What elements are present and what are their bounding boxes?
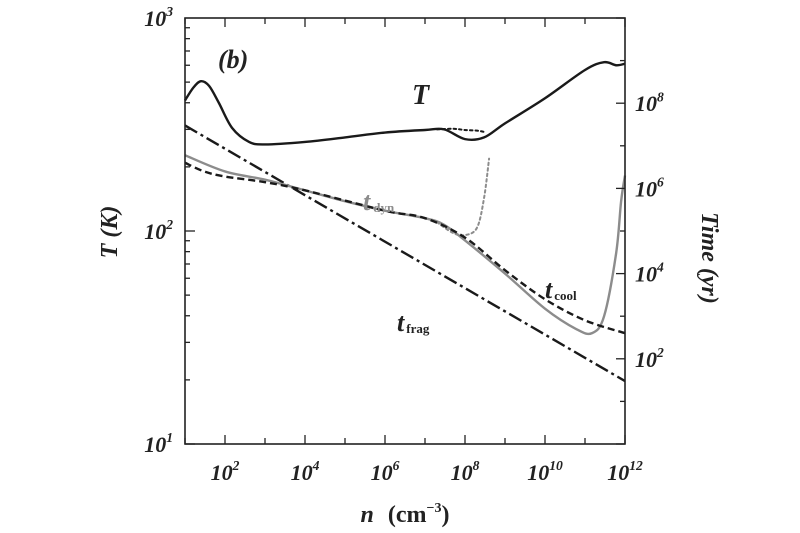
y-right-tick-label-base: 10 [635,176,657,201]
y-right-tick-label-base: 10 [635,262,657,287]
series-line-t-dyn-dotted [436,157,491,237]
annotation-T: T [412,80,431,111]
series-line-t-cool [184,161,626,335]
x-tick-label-exp: 2 [232,458,240,473]
y-right-tick-label-base: 10 [635,347,657,372]
x-axis-title: n (cm−3) [361,501,450,528]
y-right-tick-label-exp: 2 [656,345,664,360]
y-left-tick-label-base: 10 [144,6,166,31]
x-tick-label-base: 10 [211,460,233,485]
annotation-t-frag: t frag [397,308,430,337]
y-right-tick-label-base: 10 [635,91,657,116]
y-left-tick-label-base: 10 [144,219,166,244]
x-tick-label-base: 10 [371,460,393,485]
y-right-tick-label-exp: 6 [657,175,664,190]
panel-label: (b) [218,45,248,74]
x-tick-label-exp: 12 [629,458,643,473]
axes-ticks: 102 104 106 108 1010 101210110210310210410610… [144,4,664,485]
annotation-t-cool-sub: cool [554,288,577,303]
x-tick-label-exp: 10 [549,458,563,473]
x-tick-label: 1010 [527,458,563,485]
series-line-t-frag [184,124,626,383]
annotation-t-dyn-main: t [363,187,371,216]
annotation-t-frag-main: t [397,308,405,337]
y-left-tick-label-exp: 2 [165,217,173,232]
y-right-tick-label: 108 [635,89,664,116]
annotation-t-cool-main: t [545,275,553,304]
annotation-t-cool: t cool [545,275,577,304]
x-tick-label: 106 [371,458,400,485]
x-tick-label-exp: 8 [473,458,480,473]
y-left-tick-label-exp: 1 [166,430,173,445]
x-tick-label-base: 10 [527,460,549,485]
x-tick-label-base: 10 [607,460,629,485]
y-right-tick-label-exp: 8 [657,89,664,104]
y-left-tick-label: 103 [144,4,173,31]
x-axis-title-var: n [361,502,374,528]
annotation-t-frag-sub: frag [406,321,430,336]
x-tick-label: 108 [451,458,480,485]
x-tick-label: 1012 [607,458,643,485]
x-axis-title-unit-close: ) [441,502,449,528]
x-axis-title-unit: (cm [388,502,427,528]
y-right-tick-label-exp: 4 [656,260,664,275]
x-axis-title-unit-exp: −3 [427,501,442,516]
y-left-axis-title: T (K) [97,206,123,259]
y-left-tick-label-base: 10 [144,432,166,457]
y-left-tick-label: 102 [144,217,173,244]
annotation-t-dyn: t dyn [363,187,395,216]
y-right-axis-title: Time (yr) [696,212,722,304]
plot-frame [184,17,626,445]
y-left-tick-label-exp: 3 [165,4,173,19]
x-tick-label-base: 10 [451,460,473,485]
y-left-tick-label: 101 [144,430,173,457]
x-tick-label-exp: 4 [312,458,320,473]
y-right-tick-label: 104 [635,260,664,287]
plot-lines [183,60,627,383]
y-right-tick-label: 102 [635,345,664,372]
annotation-t-dyn-sub: dyn [373,200,395,215]
series-line-t [183,60,626,146]
series-line-t-dotted [436,127,486,133]
y-right-tick-label: 106 [635,175,664,202]
x-tick-label: 102 [211,458,240,485]
x-tick-label-base: 10 [291,460,313,485]
x-tick-label: 104 [291,458,320,485]
x-tick-label-exp: 6 [393,458,400,473]
